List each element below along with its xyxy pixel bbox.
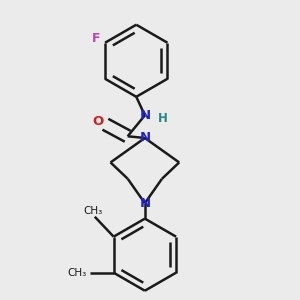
- Text: CH₃: CH₃: [67, 268, 86, 278]
- Text: N: N: [139, 197, 150, 210]
- Text: F: F: [92, 32, 101, 45]
- Text: CH₃: CH₃: [83, 206, 103, 216]
- Text: O: O: [92, 115, 103, 128]
- Text: N: N: [139, 131, 150, 145]
- Text: N: N: [139, 109, 150, 122]
- Text: H: H: [158, 112, 168, 124]
